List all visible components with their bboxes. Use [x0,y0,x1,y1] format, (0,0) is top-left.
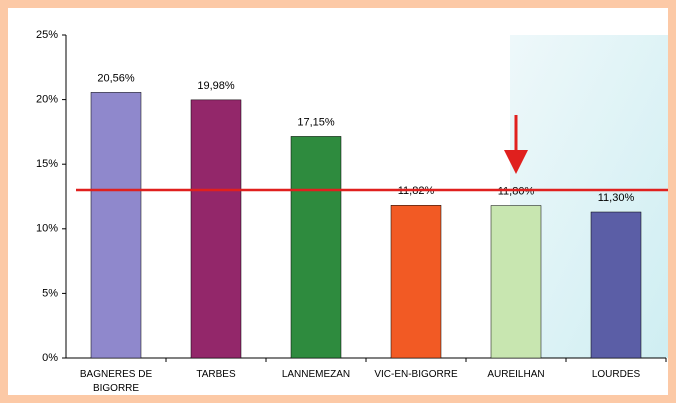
bar [290,136,342,359]
y-tick-label: 10% [36,223,58,235]
bar [390,205,442,359]
data-label: 11,80% [498,185,535,197]
x-tick-label: BAGNERES DE BIGORRE [79,369,153,394]
data-label: 20,56% [97,72,135,84]
y-tick-label: 20% [36,94,58,106]
data-label: 19,98% [197,80,235,92]
data-label: 17,15% [297,116,335,128]
x-tick-label: VIC-EN-BIGORRE [374,369,458,380]
bar [490,205,542,359]
y-tick-label: 25% [36,29,58,41]
bar [190,99,242,359]
data-label: 11,30% [598,192,635,204]
y-tick-label: 5% [42,287,58,299]
x-tick-label: TARBES [196,369,236,380]
x-tick-label: LOURDES [591,369,641,380]
y-tick-label: 0% [42,352,58,364]
bar [590,211,642,359]
bar [90,92,142,359]
y-tick-label: 15% [36,158,58,170]
x-tick-label: LANNEMEZAN [281,369,351,380]
x-tick-label: AUREILHAN [487,369,545,380]
